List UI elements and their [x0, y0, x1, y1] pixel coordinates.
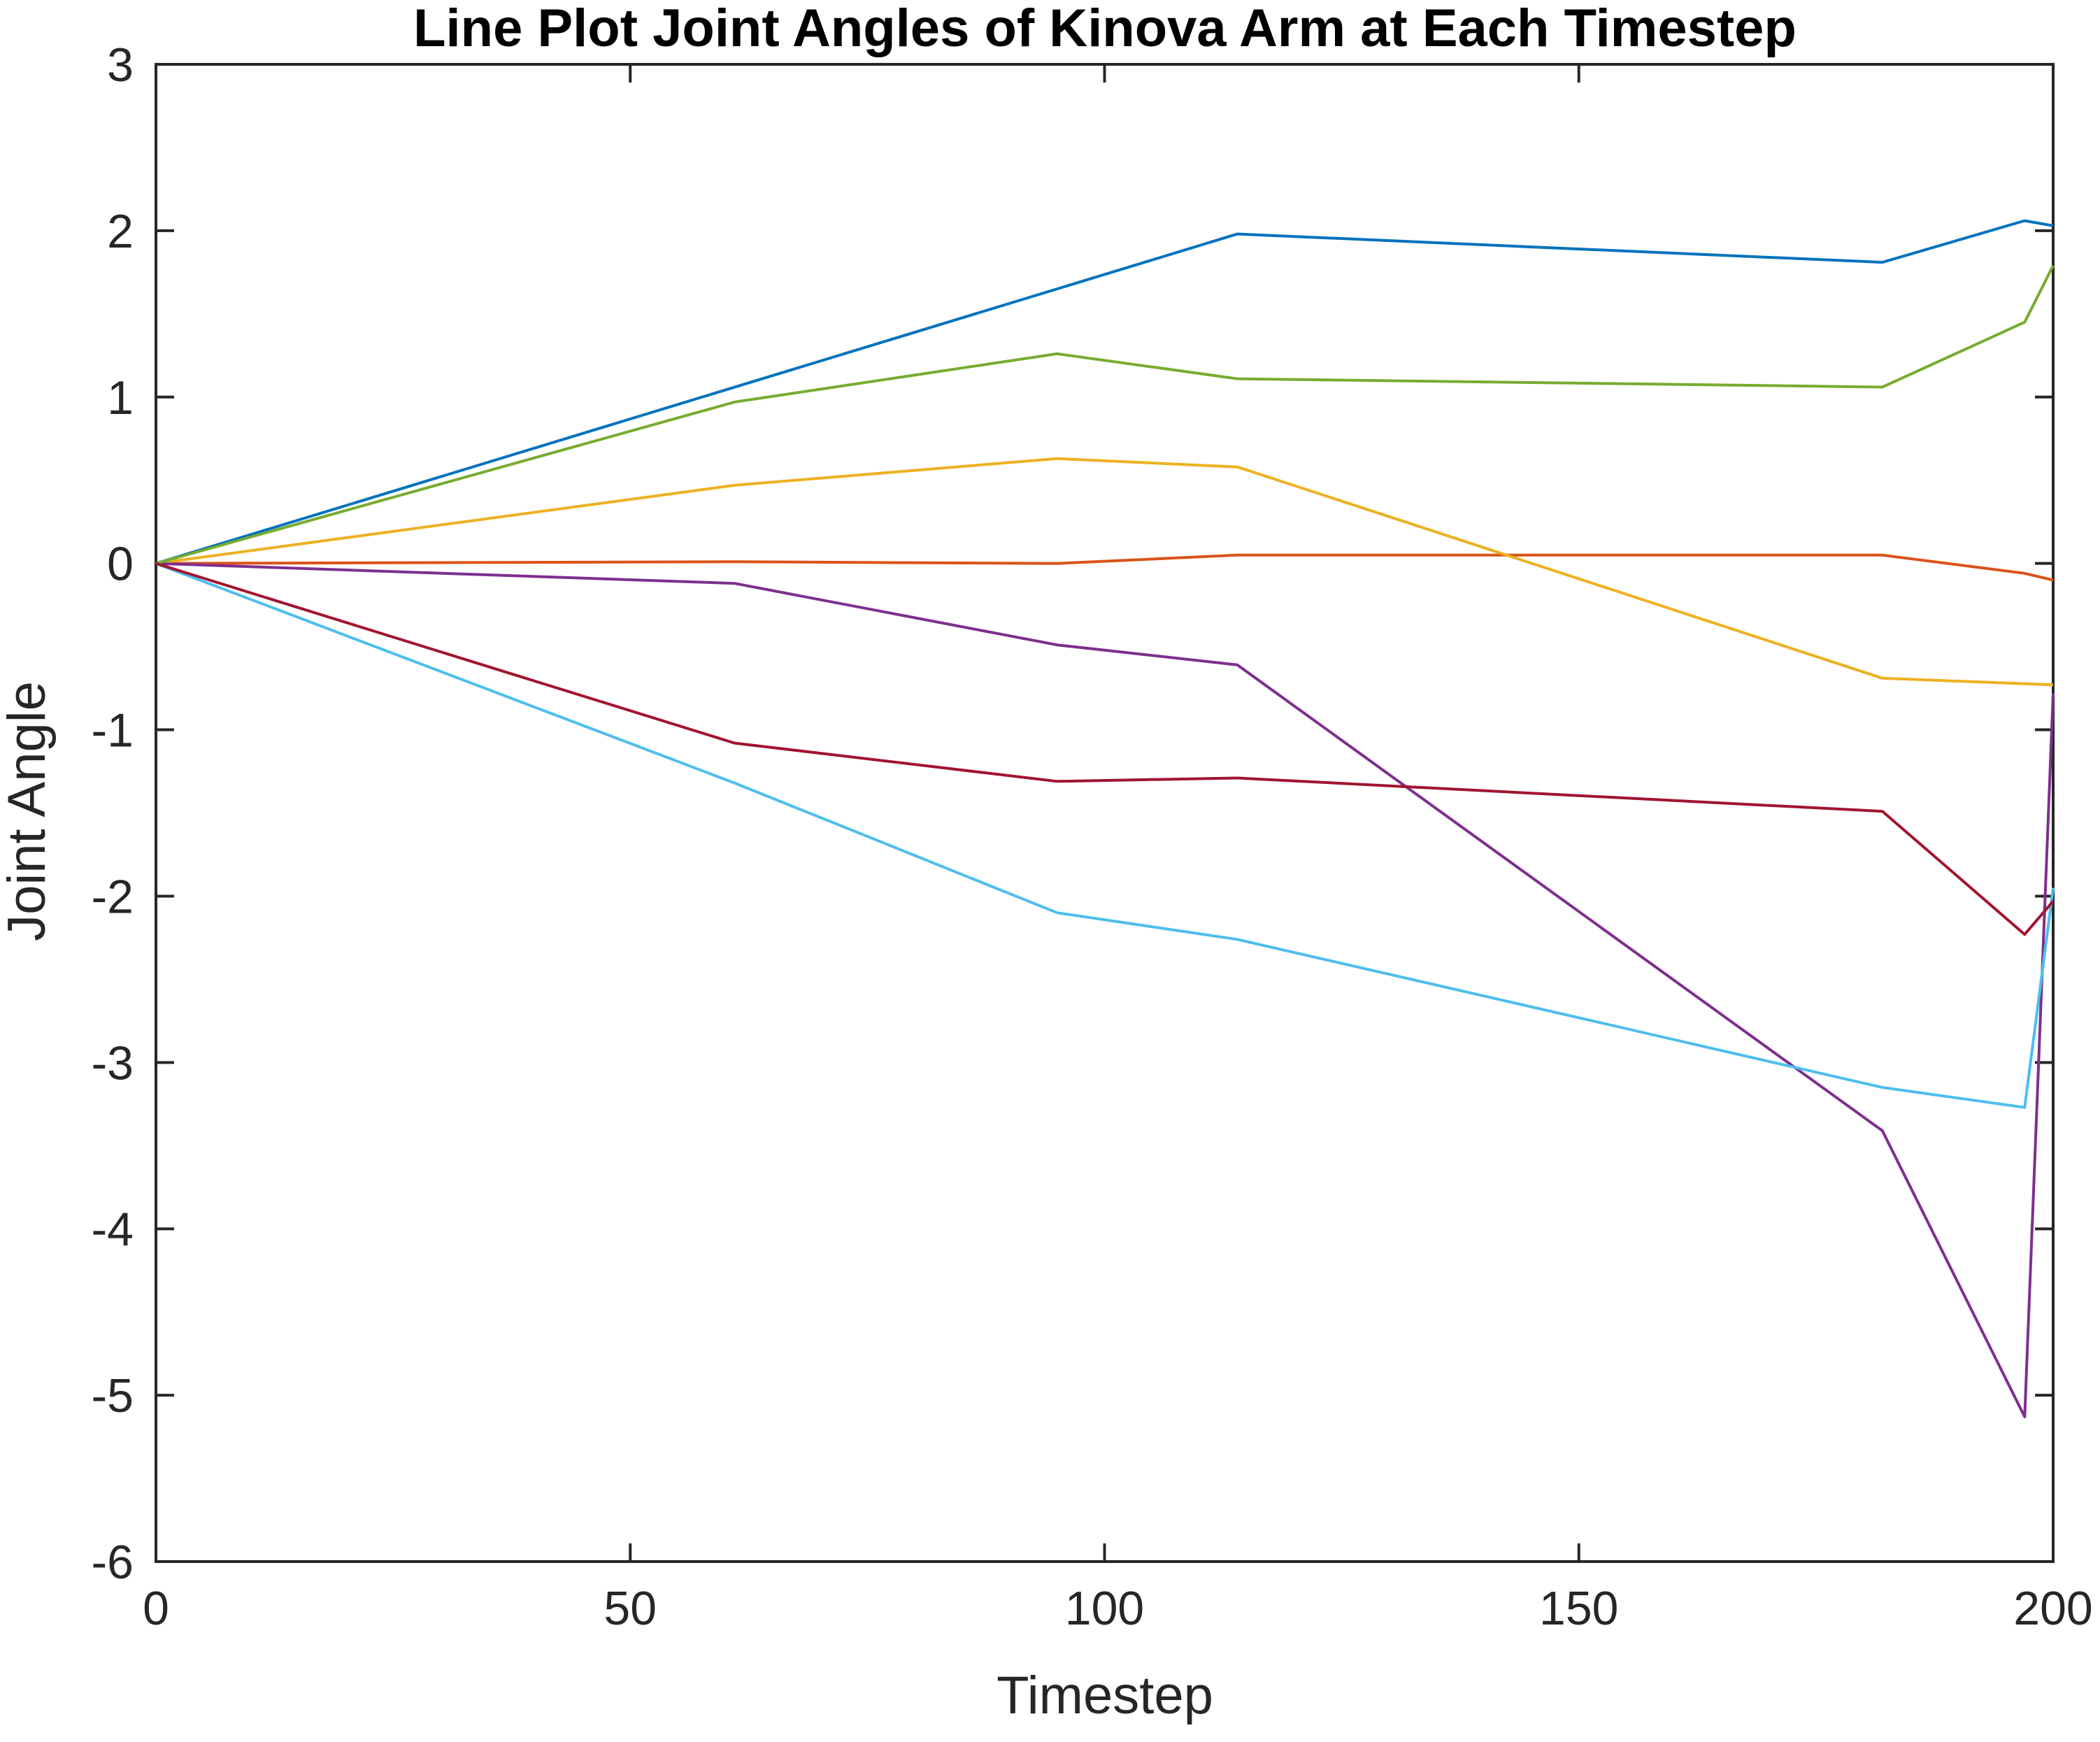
series-line-3	[155, 457, 2054, 687]
series-line-4	[155, 562, 2055, 1418]
series-line-7	[155, 562, 2055, 936]
series-lines	[155, 219, 2055, 1418]
y-tick-label: -1	[92, 704, 134, 757]
y-tick-label: -6	[92, 1536, 134, 1589]
y-tick-label: 1	[107, 371, 134, 424]
x-tick-label: 50	[603, 1582, 657, 1635]
x-tick-label: 100	[1065, 1582, 1144, 1635]
y-tick-label: 3	[107, 38, 134, 92]
y-tick-label: -5	[92, 1369, 134, 1422]
x-tick-label: 0	[143, 1582, 169, 1635]
series-line-5	[155, 264, 2055, 565]
series-line-1	[155, 219, 2054, 565]
y-tick-label: -2	[92, 870, 134, 923]
chart-title: Line Plot Joint Angles of Kinova Arm at …	[413, 0, 1797, 58]
y-tick-label: -4	[92, 1203, 134, 1256]
x-tick-label: 200	[2013, 1582, 2092, 1635]
series-line-6	[155, 562, 2055, 1109]
x-tick-label: 150	[1539, 1582, 1618, 1635]
y-tick-label: 2	[107, 205, 134, 258]
y-tick-label: 0	[107, 538, 134, 591]
x-axis-label: Timestep	[997, 1666, 1213, 1725]
plot-area	[155, 63, 2055, 1563]
series-line-2	[155, 553, 2054, 582]
y-axis-label: Joint Angle	[0, 681, 57, 941]
y-tick-label: -3	[92, 1036, 134, 1090]
axis-ticks: 0 50 100 150 200 -6 -5 -4 -3 -2 -1 0 1 2 3	[92, 38, 2093, 1635]
